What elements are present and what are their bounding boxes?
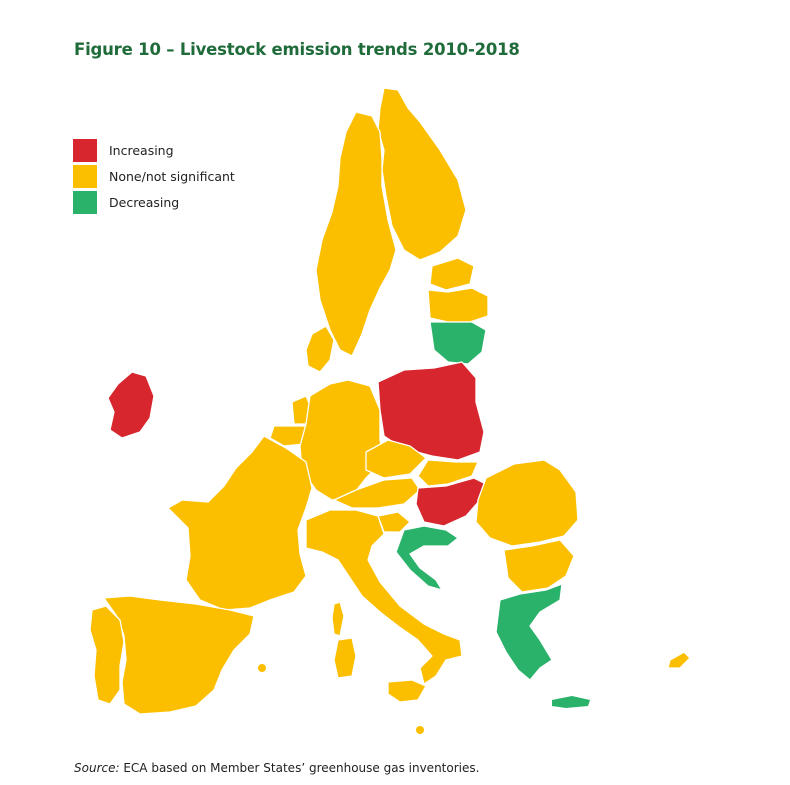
legend-swatch — [73, 190, 97, 214]
country-italy — [305, 509, 463, 685]
country-estonia — [429, 257, 475, 291]
country-france — [167, 435, 313, 611]
country-spain — [103, 595, 255, 715]
legend-swatch — [73, 138, 97, 162]
country-latvia — [427, 287, 489, 323]
country-sicily — [387, 679, 427, 703]
legend-item-none: None/not significant — [73, 163, 235, 189]
country-crete — [552, 696, 590, 708]
source-prefix: Source: — [74, 761, 120, 775]
country-balearics — [258, 664, 266, 672]
country-sweden — [315, 111, 397, 357]
figure-title: Figure 10 – Livestock emission trends 20… — [74, 40, 520, 59]
country-portugal — [89, 605, 125, 705]
source-text: ECA based on Member States’ greenhouse g… — [119, 761, 480, 775]
country-greece — [495, 583, 563, 681]
country-romania — [475, 459, 579, 547]
country-croatia — [395, 525, 459, 591]
legend-label: None/not significant — [109, 168, 235, 184]
country-sardinia — [333, 637, 357, 679]
country-czechia — [365, 439, 427, 479]
country-bulgaria — [503, 539, 575, 593]
legend: Increasing None/not significant Decreasi… — [73, 137, 235, 215]
legend-label: Decreasing — [109, 194, 180, 210]
country-germany — [299, 379, 385, 501]
country-malta — [416, 726, 424, 734]
legend-label: Increasing — [109, 142, 174, 158]
country-poland — [377, 361, 485, 461]
country-finland — [377, 87, 467, 261]
legend-swatch — [73, 164, 97, 188]
source-note: Source: ECA based on Member States’ gree… — [74, 761, 479, 775]
legend-item-decreasing: Decreasing — [73, 189, 235, 215]
country-denmark — [305, 325, 335, 373]
country-corsica — [331, 601, 345, 637]
country-cyprus — [667, 651, 691, 669]
country-hungary — [415, 477, 487, 527]
legend-item-increasing: Increasing — [73, 137, 235, 163]
country-ireland — [107, 371, 155, 439]
country-slovakia — [417, 459, 479, 487]
country-lithuania — [429, 321, 487, 365]
